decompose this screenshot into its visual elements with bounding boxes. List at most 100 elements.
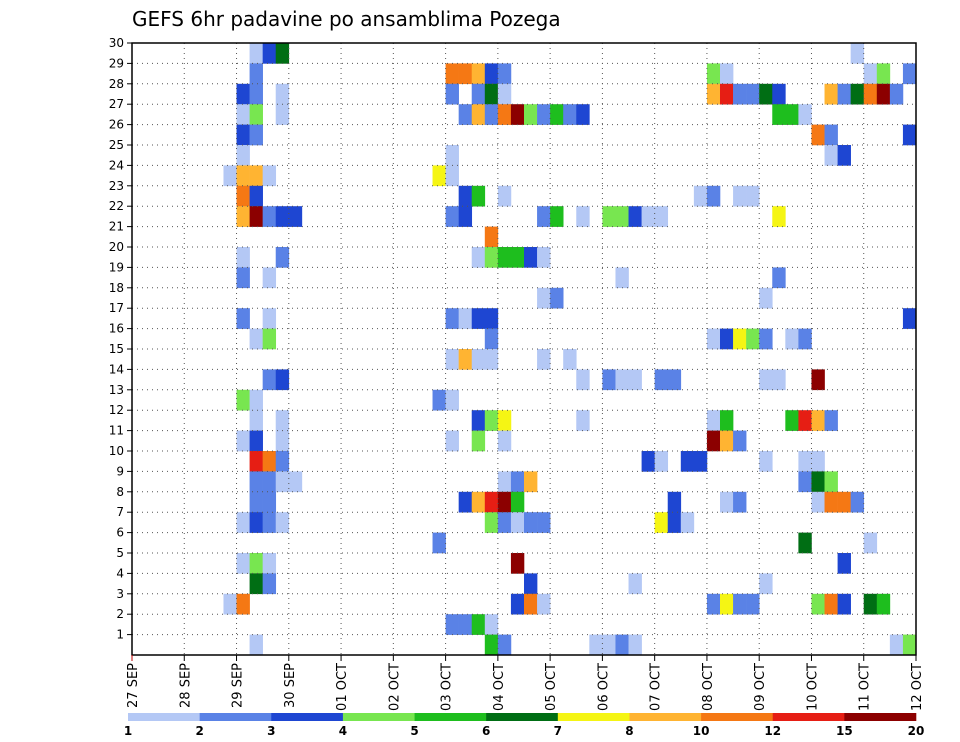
- heat-cell-98: [537, 247, 551, 268]
- legend-swatch-9: [772, 713, 845, 721]
- heat-cell-119: [746, 328, 760, 350]
- heat-cell-38: [471, 104, 486, 125]
- heat-cell-32: [876, 83, 891, 105]
- x-tick-label-10: 07 OCT: [649, 663, 664, 711]
- heat-cell-104: [550, 287, 564, 309]
- heat-cell-28: [824, 83, 838, 105]
- heat-cell-107: [262, 308, 277, 329]
- heat-cell-40: [497, 104, 512, 125]
- heat-cell-100: [262, 267, 277, 289]
- heat-cell-128: [563, 349, 577, 370]
- heat-cell-179: [497, 471, 512, 493]
- heat-cell-34: [236, 104, 250, 125]
- heat-cell-37: [458, 104, 473, 125]
- heat-cell-52: [811, 124, 825, 146]
- heat-cell-45: [563, 104, 577, 125]
- y-tick-label-6: 6: [116, 526, 124, 540]
- heat-cell-92: [275, 247, 290, 268]
- heat-cell-91: [236, 247, 250, 268]
- heat-cell-217: [510, 553, 525, 574]
- heat-cell-174: [811, 451, 825, 472]
- heat-cell-49: [798, 104, 812, 125]
- y-tick-label-10: 10: [109, 444, 124, 458]
- heat-cell-53: [824, 124, 838, 146]
- y-tick-label-9: 9: [116, 464, 124, 478]
- heat-cell-124: [458, 349, 473, 370]
- heat-cell-75: [249, 206, 263, 227]
- heat-cell-60: [236, 165, 250, 187]
- heat-cell-151: [720, 410, 734, 431]
- legend-swatch-3: [342, 713, 415, 721]
- x-tick-label-2: 29 SEP: [231, 663, 246, 708]
- heat-cell-160: [471, 430, 486, 452]
- x-tick-label-14: 11 OCT: [858, 663, 873, 711]
- legend-label-7: 7: [554, 724, 562, 738]
- heat-cell-86: [628, 206, 642, 227]
- heat-cell-155: [824, 410, 838, 431]
- legend-swatch-10: [844, 713, 917, 721]
- heat-cell-27: [772, 83, 786, 105]
- heat-cell-150: [706, 410, 721, 431]
- y-tick-label-3: 3: [116, 587, 124, 601]
- heat-cell-204: [497, 512, 512, 533]
- heat-cell-22: [706, 83, 721, 105]
- heat-cell-125: [471, 349, 486, 370]
- heat-cell-118: [733, 328, 747, 350]
- heat-cell-72: [733, 185, 747, 207]
- heat-cell-79: [445, 206, 459, 227]
- legend-swatch-4: [414, 713, 487, 721]
- y-tick-label-7: 7: [116, 505, 124, 519]
- heat-cell-149: [576, 410, 590, 431]
- heat-cell-239: [458, 614, 473, 635]
- heat-cell-8: [484, 63, 499, 85]
- heat-cell-70: [693, 185, 708, 207]
- legend-swatch-0: [128, 713, 200, 721]
- legend-label-4: 4: [339, 724, 347, 738]
- y-tick-label-28: 28: [109, 77, 124, 91]
- heat-cell-170: [680, 451, 695, 472]
- heat-cell-123: [445, 349, 459, 370]
- legend-label-3: 3: [267, 724, 275, 738]
- heat-cell-146: [471, 410, 486, 431]
- legend-label-12: 12: [764, 724, 781, 738]
- heat-cell-110: [471, 308, 486, 329]
- heat-cell-102: [772, 267, 786, 289]
- legend-label-1: 1: [124, 724, 132, 738]
- heat-cell-39: [484, 104, 499, 125]
- heat-cell-247: [615, 634, 629, 656]
- heat-cell-135: [654, 369, 669, 391]
- heat-cell-30: [850, 83, 865, 105]
- heat-cell-15: [236, 83, 250, 105]
- heat-cell-240: [471, 614, 486, 635]
- heat-cell-61: [249, 165, 263, 187]
- heat-cell-106: [236, 308, 250, 329]
- heat-cell-193: [720, 491, 734, 513]
- heat-cell-43: [537, 104, 551, 125]
- y-tick-label-19: 19: [109, 260, 124, 274]
- heat-cell-158: [275, 430, 290, 452]
- heat-cell-7: [471, 63, 486, 85]
- heat-cell-205: [510, 512, 525, 533]
- heat-cell-0: [249, 43, 263, 64]
- y-tick-label-25: 25: [109, 138, 124, 152]
- heat-cell-35: [249, 104, 263, 125]
- heat-cell-180: [510, 471, 525, 493]
- heat-cell-197: [837, 491, 851, 513]
- legend-swatch-5: [486, 713, 559, 721]
- heat-cell-85: [615, 206, 629, 227]
- heat-cell-90: [484, 226, 499, 248]
- heat-cell-57: [824, 145, 838, 166]
- heat-cell-114: [262, 328, 277, 350]
- y-tick-label-5: 5: [116, 546, 124, 560]
- heat-cell-54: [902, 124, 917, 146]
- heat-cell-200: [249, 512, 263, 533]
- y-tick-label-8: 8: [116, 485, 124, 499]
- heat-cell-127: [537, 349, 551, 370]
- heat-cell-237: [876, 593, 891, 615]
- heat-cell-163: [720, 430, 734, 452]
- y-tick-label-17: 17: [109, 301, 124, 315]
- heat-cell-122: [798, 328, 812, 350]
- legend-label-6: 6: [482, 724, 490, 738]
- heat-cell-1: [262, 43, 277, 64]
- heat-cell-97: [524, 247, 538, 268]
